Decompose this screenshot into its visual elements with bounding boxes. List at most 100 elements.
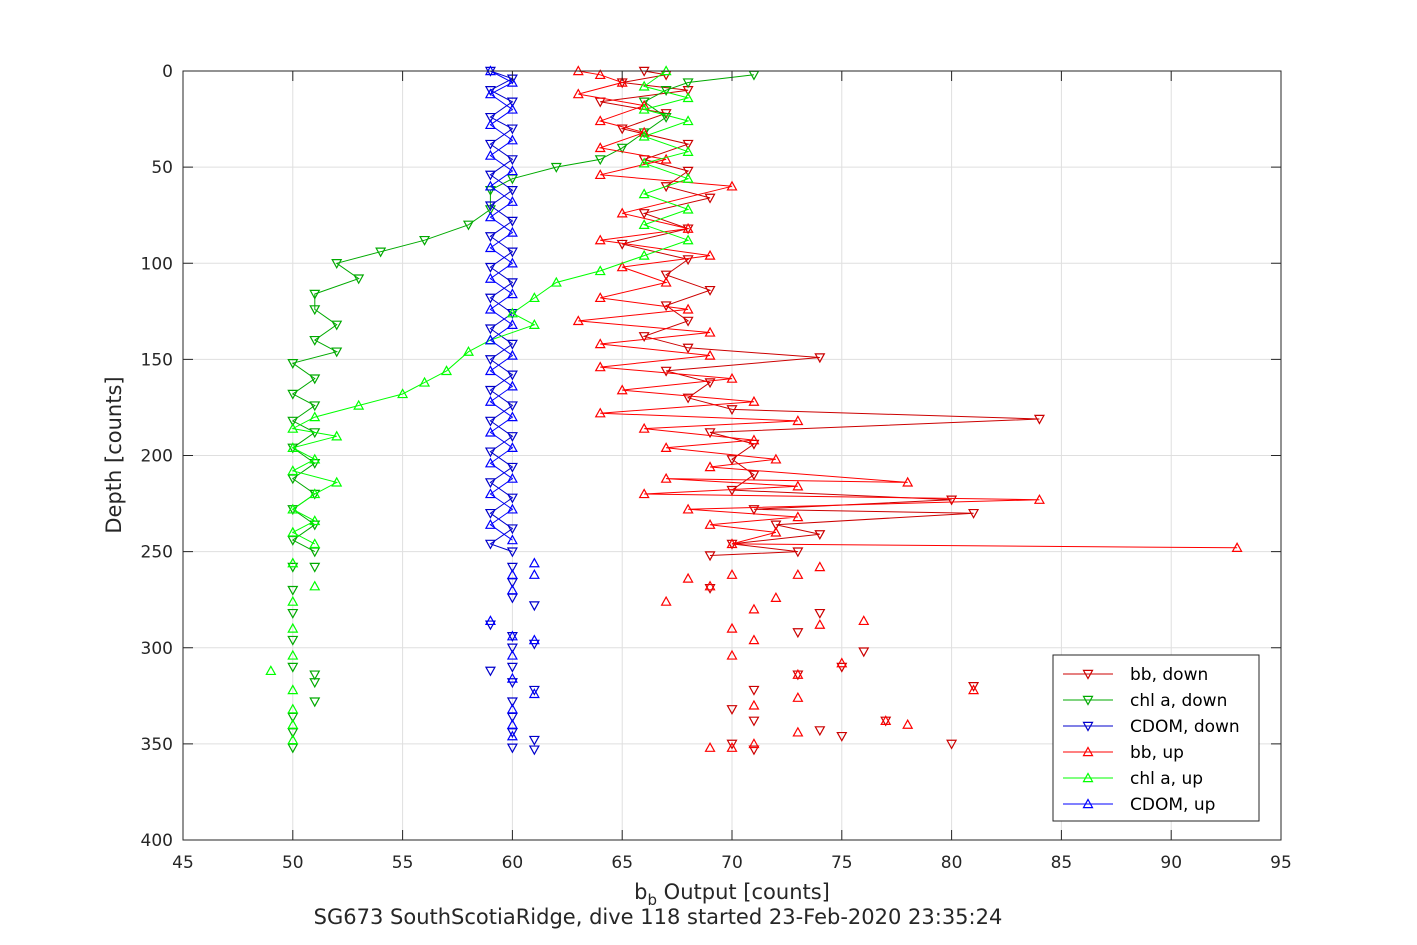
data-point (638, 80, 650, 91)
data-point (506, 307, 518, 318)
data-point (331, 430, 343, 441)
series-10 (484, 65, 518, 545)
series-7 (660, 561, 980, 752)
data-point (594, 292, 606, 303)
data-point (748, 470, 760, 481)
x-tick-label: 55 (392, 853, 414, 873)
data-point (792, 568, 804, 579)
data-point (506, 124, 518, 135)
series-9 (265, 557, 321, 745)
data-point (704, 349, 716, 360)
data-point (506, 534, 518, 545)
data-point (682, 255, 694, 266)
data-point (660, 153, 672, 164)
data-point (682, 139, 694, 150)
data-point (638, 422, 650, 433)
data-point (594, 338, 606, 349)
data-point (287, 503, 299, 514)
data-point (506, 349, 518, 360)
data-point (660, 472, 672, 483)
data-point (638, 249, 650, 260)
data-point (770, 526, 782, 537)
data-point (309, 289, 321, 300)
data-point (792, 415, 804, 426)
data-point (682, 146, 694, 156)
data-point (814, 726, 826, 737)
data-point (484, 539, 496, 550)
x-axis-label: bb Output [counts] (634, 880, 830, 909)
data-point (836, 657, 848, 668)
data-point (462, 220, 474, 231)
y-tick-label: 100 (141, 254, 173, 274)
data-point (506, 649, 518, 660)
data-point (704, 326, 716, 337)
data-point (616, 76, 628, 87)
legend-label: bb, down (1130, 665, 1208, 685)
data-point (462, 345, 474, 356)
y-tick-label: 50 (151, 158, 173, 178)
data-point (506, 226, 518, 237)
data-point (484, 478, 496, 489)
data-point (287, 422, 299, 433)
chart-title: SG673 SouthScotiaRidge, dive 118 started… (314, 905, 1003, 929)
legend-marker (1082, 669, 1094, 680)
data-point (660, 270, 672, 281)
data-point (506, 630, 518, 641)
data-point (528, 745, 540, 756)
data-point (704, 378, 716, 389)
data-point (594, 155, 606, 166)
data-point (484, 303, 496, 314)
data-point (309, 488, 321, 499)
data-point (946, 739, 958, 750)
data-point (726, 705, 738, 716)
data-point (506, 134, 518, 145)
data-point (704, 518, 716, 529)
data-point (726, 739, 738, 750)
data-point (484, 334, 496, 345)
data-point (353, 274, 365, 285)
legend-label: chl a, down (1130, 691, 1227, 711)
data-point (287, 662, 299, 673)
data-point (814, 530, 826, 541)
data-point (506, 76, 518, 87)
data-point (287, 526, 299, 537)
series-line (578, 70, 1238, 549)
data-point (484, 119, 496, 130)
data-point (528, 634, 540, 645)
data-point (309, 580, 321, 591)
series-6 (572, 65, 1243, 552)
data-point (506, 503, 518, 514)
data-point (287, 442, 299, 453)
data-point (287, 703, 299, 714)
data-point (682, 203, 694, 214)
data-point (572, 315, 584, 326)
data-point (594, 169, 606, 180)
data-point (309, 678, 321, 689)
data-point (572, 88, 584, 99)
legend-marker (1082, 721, 1094, 732)
data-point (309, 374, 321, 385)
data-point (638, 157, 650, 168)
data-point (726, 372, 738, 383)
data-point (704, 428, 716, 439)
data-point (682, 172, 694, 183)
data-point (726, 405, 738, 416)
x-tick-label: 80 (941, 853, 963, 873)
data-point (660, 595, 672, 606)
y-tick-label: 150 (141, 350, 173, 370)
data-point (287, 389, 299, 400)
legend-marker (1082, 798, 1094, 809)
data-point (638, 130, 650, 141)
x-tick-label: 70 (721, 853, 743, 873)
data-point (419, 235, 431, 246)
legend-box (1052, 654, 1260, 822)
series-line (291, 70, 691, 545)
data-point (814, 353, 826, 364)
data-point (506, 524, 518, 535)
data-point (484, 232, 496, 243)
data-point (506, 730, 518, 741)
data-point (309, 670, 321, 681)
data-point (484, 615, 496, 626)
data-point (287, 734, 299, 745)
data-point (484, 86, 496, 96)
